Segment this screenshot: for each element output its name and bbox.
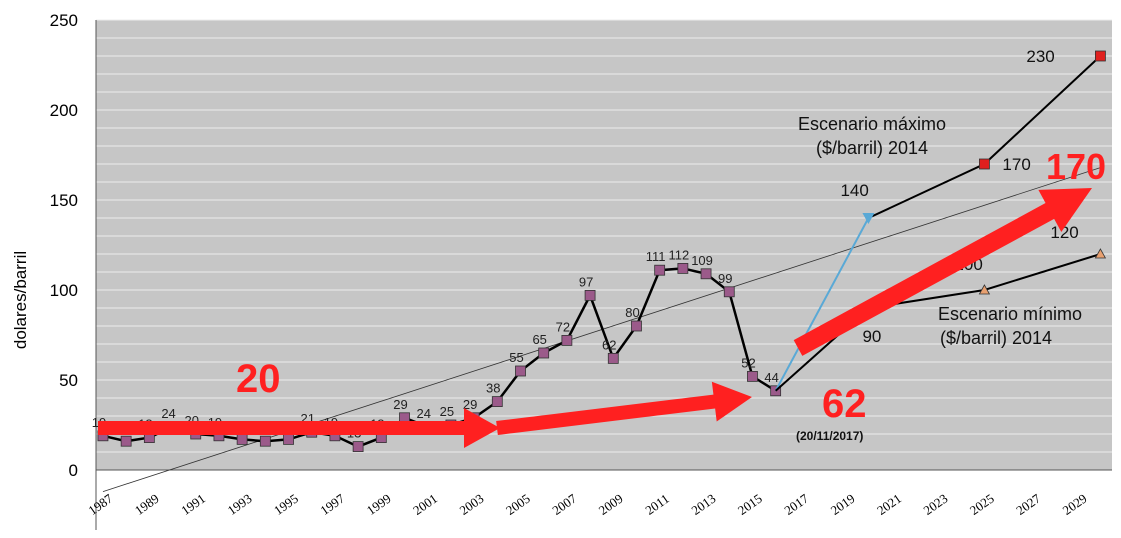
historical-data-label: 25: [440, 404, 454, 419]
annotation-arrows: [98, 188, 1092, 448]
x-tick-label: 2011: [642, 491, 672, 518]
scenario-max-label-line1: Escenario máximo: [798, 114, 946, 134]
historical-data-label: 80: [625, 305, 639, 320]
x-tick-label: 2005: [503, 491, 533, 518]
gridlines: [95, 19, 1112, 530]
x-tick-label: 2029: [1060, 491, 1090, 518]
historical-point: [747, 370, 758, 382]
x-tick-label: 2007: [549, 490, 579, 517]
historical-point: [561, 334, 573, 346]
historical-point: [259, 435, 271, 447]
x-tick-label: 2027: [1013, 490, 1043, 517]
scenario-max-data-label: 170: [1002, 155, 1030, 174]
y-axis-ticks: 0 50 100 150 200 250: [50, 11, 78, 480]
annotation-170: 170: [1046, 146, 1106, 187]
x-tick-label: 2009: [596, 491, 626, 518]
historical-point: [677, 262, 689, 274]
x-tick-label: 1989: [132, 491, 162, 518]
x-tick-label: 2021: [874, 491, 904, 518]
historical-data-label: 44: [764, 370, 778, 385]
historical-data-label: 29: [463, 397, 477, 412]
historical-data-label: 97: [579, 274, 593, 289]
historical-data-label: 112: [669, 247, 690, 262]
historical-data-label: 111: [646, 249, 666, 264]
scenario-min-label-line1: Escenario mínimo: [938, 304, 1082, 324]
y-axis-label: dolares/barril: [11, 251, 30, 349]
historical-data-label: 24: [416, 406, 430, 421]
historical-point: [515, 365, 526, 377]
x-tick-label: 1997: [317, 490, 347, 517]
scenario-min-data-label: 90: [862, 327, 881, 346]
historical-data-label: 99: [718, 271, 732, 286]
x-tick-label: 2019: [828, 491, 858, 518]
historical-point: [631, 320, 642, 332]
historical-data-label: 24: [161, 406, 175, 421]
historical-point: [236, 433, 248, 445]
historical-point: [723, 286, 735, 298]
historical-point: [283, 433, 294, 445]
historical-data-label: 29: [393, 397, 407, 412]
scenario-max-point: [1095, 50, 1106, 62]
annotation-date: (20/11/2017): [796, 429, 863, 443]
historical-point: [538, 347, 550, 359]
scenario-max-label-line2: ($/barril) 2014: [816, 138, 928, 158]
historical-point: [352, 441, 364, 453]
historical-data-label: 55: [509, 350, 523, 365]
historical-point: [584, 289, 596, 301]
y-tick-label: 200: [50, 101, 78, 120]
historical-data-label: 38: [486, 381, 500, 396]
scenario-min-data-label: 120: [1050, 223, 1078, 242]
y-tick-label: 50: [59, 371, 78, 390]
arrow-flat: [98, 408, 500, 448]
historical-data-label: 62: [602, 337, 616, 352]
historical-data-label: 72: [556, 319, 570, 334]
scenario-min-label-line2: ($/barril) 2014: [940, 328, 1052, 348]
historical-data-label: 109: [691, 253, 713, 268]
x-tick-label: 2003: [457, 491, 487, 518]
y-tick-label: 250: [50, 11, 78, 30]
scenario-min-line: [774, 253, 1101, 392]
x-tick-label: 2015: [735, 491, 765, 518]
x-tick-label: 1999: [364, 491, 394, 518]
historical-point: [607, 352, 619, 364]
historical-point: [700, 268, 712, 280]
scenario-max-line-segment: [774, 217, 870, 392]
scenario-min-point: [1094, 248, 1107, 259]
x-tick-label: 1991: [178, 491, 208, 518]
y-tick-label: 150: [50, 191, 78, 210]
x-tick-label: 2023: [920, 491, 950, 518]
arrow-forecast: [793, 188, 1092, 356]
historical-data-label: 65: [532, 332, 546, 347]
x-tick-label: 2025: [967, 491, 997, 518]
scenario-max-data-label: 140: [840, 181, 868, 200]
historical-data-label: 52: [741, 355, 755, 370]
historical-point: [491, 396, 503, 408]
y-tick-label: 0: [69, 461, 78, 480]
historical-point: [120, 435, 132, 447]
historical-point: [654, 264, 666, 276]
scenario-max-point: [979, 158, 990, 170]
scenario-max-point: [862, 213, 875, 224]
x-tick-label: 2013: [689, 491, 719, 518]
plot-area: [96, 20, 1112, 470]
x-tick-label: 2017: [781, 490, 811, 517]
x-tick-label: 2001: [410, 491, 440, 518]
arrow-rise: [496, 381, 752, 435]
scenario-min-point: [978, 284, 991, 295]
x-tick-label: 1995: [271, 491, 301, 518]
annotation-20: 20: [236, 357, 281, 401]
annotation-62: 62: [822, 382, 867, 426]
y-tick-label: 100: [50, 281, 78, 300]
x-axis-ticks: 1987 1989 1991 1993 1995 1997 1999 2001 2003 2005…: [85, 490, 1089, 517]
scenario-max-data-label: 230: [1026, 47, 1054, 66]
x-tick-label: 1993: [225, 491, 255, 518]
x-tick-label: 1987: [85, 490, 115, 517]
